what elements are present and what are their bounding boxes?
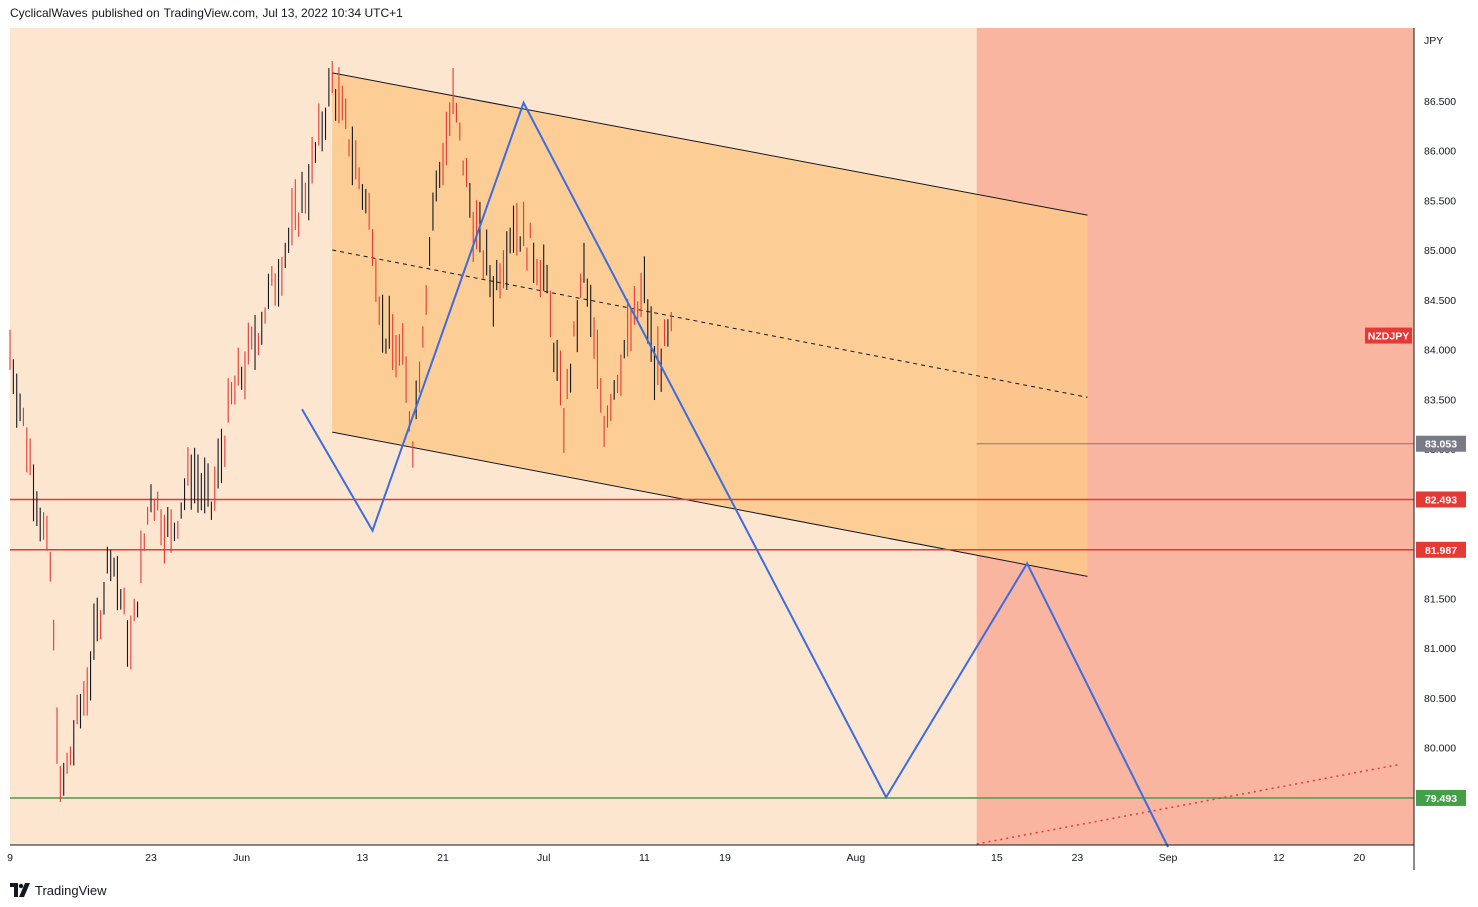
y-tick-label: 81.000	[1424, 643, 1456, 655]
symbol-badge	[1365, 327, 1412, 344]
y-tick-label: 80.500	[1424, 693, 1456, 705]
level-badge-1	[1416, 491, 1466, 508]
level-badge-label-1: 82.493	[1425, 494, 1457, 506]
x-tick-label: 11	[639, 852, 650, 864]
x-tick-label: Jul	[537, 852, 550, 864]
publish-header: CyclicalWaves published on TradingView.com…	[10, 6, 407, 20]
x-tick-label: 12	[1273, 852, 1285, 864]
level-badge-label-2: 81.987	[1425, 545, 1457, 557]
footer-brand: TradingView	[10, 880, 107, 900]
y-tick-label: 86.500	[1424, 96, 1456, 108]
x-tick-label: Sep	[1159, 852, 1178, 864]
y-tick-label: 83.500	[1424, 394, 1456, 406]
level-badge-label-3: 79.493	[1425, 793, 1457, 805]
y-tick-label: 85.000	[1424, 245, 1456, 257]
level-badge-2	[1416, 541, 1466, 558]
site-name: TradingView.com,	[163, 6, 259, 20]
channel-upper-line	[332, 72, 1088, 216]
publish-date: Jul 13, 2022 10:34 UTC+1	[262, 6, 403, 20]
x-tick-label: 23	[145, 852, 157, 864]
x-tick-label: 9	[7, 852, 13, 864]
x-tick-label: 20	[1354, 852, 1366, 864]
level-badge-3	[1416, 789, 1466, 806]
y-tick-label: 84.500	[1424, 295, 1456, 307]
published-text: published on	[91, 6, 160, 20]
y-tick-label: 86.000	[1424, 146, 1456, 158]
symbol-badge-label: NZDJPY	[1368, 331, 1409, 343]
chart-area[interactable]: 80.00080.50081.00081.50082.00082.50083.0…	[0, 0, 1478, 885]
x-tick-label: 21	[437, 852, 449, 864]
channel-fill	[332, 72, 1088, 577]
x-tick-label: 19	[719, 852, 731, 864]
y-tick-label: 85.500	[1424, 195, 1456, 207]
projection-path	[301, 100, 1169, 848]
y-tick-label: 80.000	[1424, 743, 1456, 755]
x-tick-label: 13	[357, 852, 369, 864]
x-tick-label: Aug	[847, 852, 866, 864]
author-name[interactable]: CyclicalWaves	[10, 6, 88, 20]
y-tick-label: 84.000	[1424, 345, 1456, 357]
footer-brand-label: TradingView	[35, 882, 107, 898]
level-badge-label-0: 83.053	[1425, 439, 1457, 451]
level-badge-0	[1416, 435, 1466, 452]
currency-label: JPY	[1424, 35, 1443, 47]
x-tick-label: Jun	[233, 852, 250, 864]
y-tick-label: 81.500	[1424, 593, 1456, 605]
channel-lower-line	[332, 431, 1088, 577]
price-chart[interactable]: 80.00080.50081.00081.50082.00082.50083.0…	[0, 0, 1478, 880]
x-tick-label: 23	[1072, 852, 1084, 864]
x-tick-label: 15	[991, 852, 1003, 864]
tradingview-logo-icon	[10, 883, 30, 897]
channel-midline	[332, 249, 1088, 398]
price-bars	[9, 60, 672, 802]
